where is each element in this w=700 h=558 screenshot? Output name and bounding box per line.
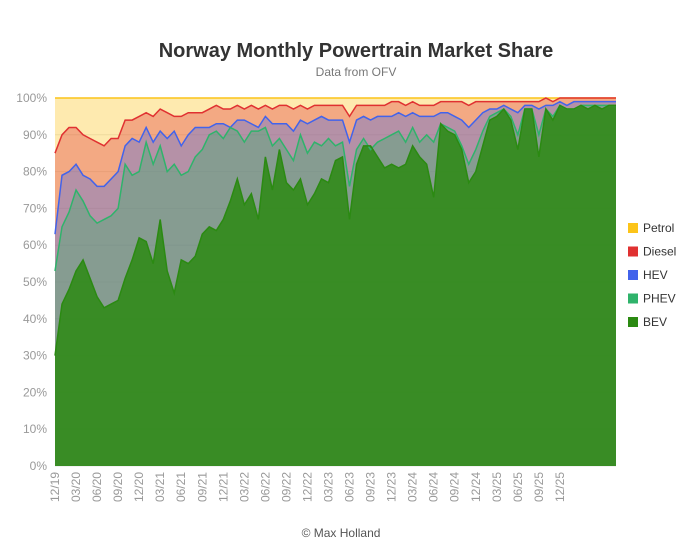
y-tick-label: 0%: [30, 459, 48, 473]
x-tick-label: 03/23: [321, 472, 335, 502]
x-tick-label: 09/25: [532, 472, 546, 502]
x-tick-label: 09/21: [195, 472, 209, 502]
area-series: [54, 97, 616, 467]
x-tick-label: 09/24: [448, 472, 462, 502]
chart-title: Norway Monthly Powertrain Market Share: [159, 40, 554, 62]
y-tick-label: 20%: [23, 385, 47, 399]
y-tick-label: 80%: [23, 165, 47, 179]
x-tick-label: 03/24: [406, 472, 420, 502]
legend-swatch-petrol: [628, 223, 638, 233]
y-axis-ticks: 0% 10% 20% 30% 40% 50% 60% 70% 80% 90% 100%: [16, 91, 47, 473]
line-phev: [54, 104, 616, 272]
y-tick-label: 70%: [23, 201, 47, 215]
x-tick-label: 09/22: [279, 472, 293, 502]
legend-swatch-phev: [628, 293, 638, 304]
x-tick-label: 06/21: [174, 472, 188, 502]
legend-swatch-bev: [628, 317, 638, 327]
legend-label-bev: BEV: [643, 315, 667, 329]
x-tick-label: 12/19: [48, 472, 62, 502]
x-tick-label: 12/20: [132, 472, 146, 502]
y-tick-label: 40%: [23, 312, 47, 326]
line-hev: [54, 100, 616, 235]
x-tick-label: 06/22: [258, 472, 272, 502]
y-tick-label: 90%: [23, 128, 47, 142]
legend-label-diesel: Diesel: [643, 245, 676, 259]
y-tick-label: 100%: [16, 91, 47, 105]
x-tick-label: 06/25: [511, 472, 525, 502]
line-bev: [54, 104, 616, 356]
legend: Petrol Diesel HEV PHEV BEV: [628, 221, 676, 329]
x-tick-label: 12/24: [469, 472, 483, 502]
y-tick-label: 60%: [23, 238, 47, 252]
x-tick-label: 06/24: [427, 472, 441, 502]
x-tick-label: 03/25: [490, 472, 504, 502]
y-tick-label: 10%: [23, 422, 47, 436]
legend-swatch-hev: [628, 270, 638, 280]
x-tick-label: 03/20: [69, 472, 83, 502]
x-tick-label: 03/21: [153, 472, 167, 502]
x-tick-label: 09/20: [111, 472, 125, 502]
y-tick-label: 50%: [23, 275, 47, 289]
x-tick-label: 06/23: [343, 472, 357, 502]
legend-label-phev: PHEV: [643, 292, 676, 306]
x-tick-label: 12/25: [553, 472, 567, 502]
y-tick-label: 30%: [23, 349, 47, 363]
x-tick-label: 12/23: [385, 472, 399, 502]
legend-label-petrol: Petrol: [643, 221, 674, 235]
x-axis-ticks: 12/19 03/20 06/20 09/20 12/20 03/21 06/21 09/21…: [48, 472, 567, 502]
x-tick-label: 09/23: [364, 472, 378, 502]
x-tick-label: 06/20: [90, 472, 104, 502]
x-tick-label: 12/21: [216, 472, 230, 502]
legend-label-hev: HEV: [643, 268, 668, 282]
x-tick-label: 12/22: [300, 472, 314, 502]
x-tick-label: 03/22: [237, 472, 251, 502]
legend-swatch-diesel: [628, 246, 638, 257]
chart-credit: © Max Holland: [302, 526, 381, 540]
chart-subtitle: Data from OFV: [316, 65, 397, 79]
line-diesel: [54, 97, 616, 154]
area-bev: [55, 105, 616, 467]
